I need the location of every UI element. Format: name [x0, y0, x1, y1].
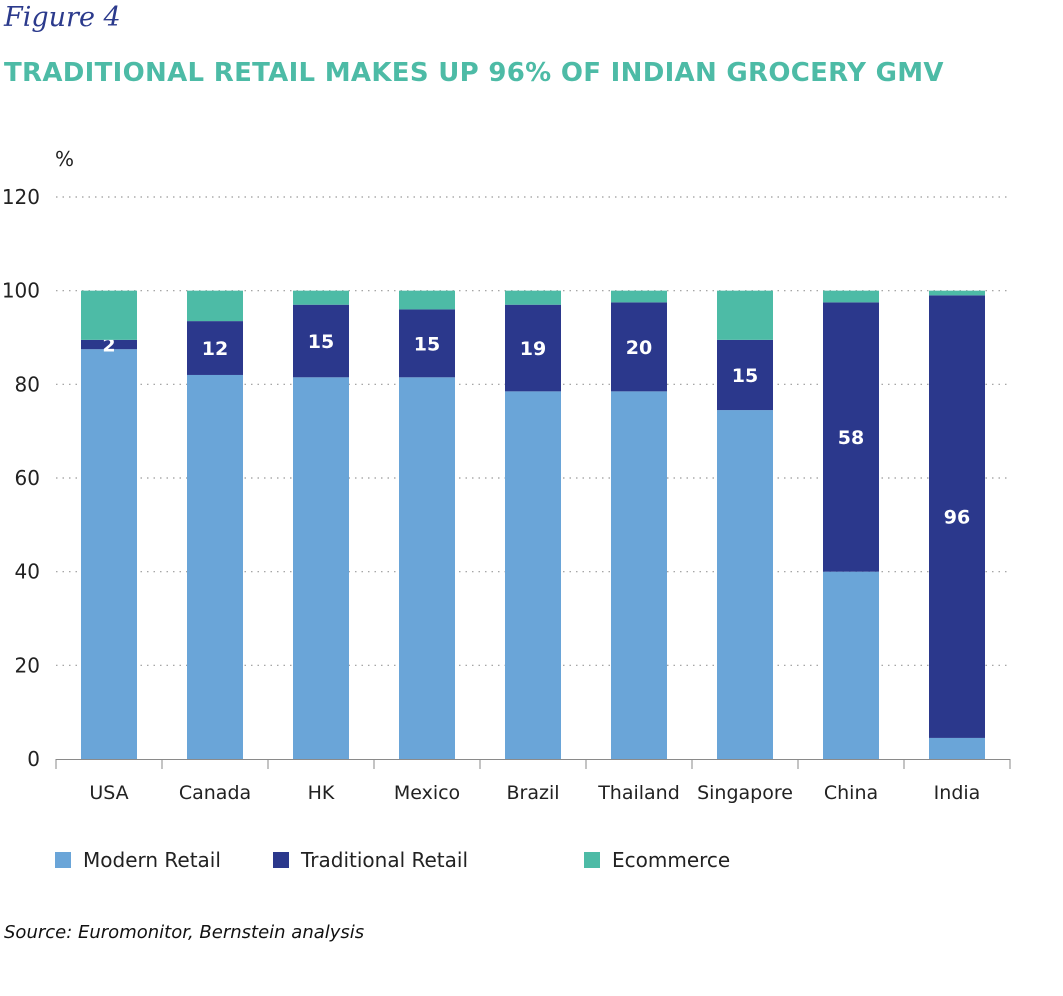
bar-mexico-modern	[399, 377, 455, 759]
bar-usa-ecommerce	[81, 290, 137, 340]
y-tick-label-0: 0	[27, 747, 40, 771]
data-label-brazil: 19	[520, 338, 546, 360]
y-tick-label-80: 80	[15, 372, 40, 396]
legend-swatch-traditional-retail	[273, 852, 289, 868]
bar-india-modern	[929, 737, 985, 759]
bar-hk-modern	[293, 377, 349, 759]
y-axis-unit-label: %	[55, 147, 74, 171]
stacked-bar-chart: % 0 20 40 60 80 100 120 2 USA 12 Canada 15 HK 15 Mexico…	[2, 147, 1011, 804]
data-label-usa: 2	[102, 335, 115, 357]
x-tick-label-brazil: Brazil	[506, 782, 559, 804]
bar-china-traditional	[823, 302, 879, 572]
bar-mexico-traditional	[399, 309, 455, 378]
data-label-canada: 12	[202, 338, 228, 360]
data-label-hk: 15	[308, 331, 334, 353]
bar-thailand-traditional	[611, 302, 667, 392]
y-tick-label-100: 100	[2, 279, 40, 303]
bar-hk-traditional	[293, 304, 349, 378]
y-tick-label-40: 40	[15, 560, 40, 584]
bar-canada-ecommerce	[187, 290, 243, 322]
legend-item-traditional-retail: Traditional Retail	[273, 848, 468, 872]
bar-thailand-ecommerce	[611, 290, 667, 303]
bar-brazil-ecommerce	[505, 290, 561, 305]
bar-singapore-ecommerce	[717, 290, 773, 340]
y-tick-label-60: 60	[15, 466, 40, 490]
legend-item-modern-retail: Modern Retail	[55, 848, 221, 872]
legend-label-ecommerce: Ecommerce	[612, 848, 731, 872]
bar-hk-ecommerce	[293, 290, 349, 305]
x-tick-label-usa: USA	[89, 782, 128, 804]
legend-swatch-modern-retail	[55, 852, 71, 868]
x-tick-label-hk: HK	[308, 782, 335, 804]
bar-canada-traditional	[187, 321, 243, 375]
x-tick-label-china: China	[824, 782, 878, 804]
y-tick-label-120: 120	[2, 185, 40, 209]
bar-china-ecommerce	[823, 290, 879, 303]
legend-label-modern-retail: Modern Retail	[83, 848, 221, 872]
bar-usa-traditional	[81, 339, 137, 350]
data-label-china: 58	[838, 427, 864, 449]
x-tick-label-canada: Canada	[179, 782, 251, 804]
data-label-singapore: 15	[732, 365, 758, 387]
x-tick-label-india: India	[934, 782, 981, 804]
legend-item-ecommerce: Ecommerce	[584, 848, 730, 872]
y-tick-label-20: 20	[15, 653, 40, 677]
source-note: Source: Euromonitor, Bernstein analysis	[4, 922, 365, 943]
bar-mexico-ecommerce	[399, 290, 455, 310]
x-tick-label-thailand: Thailand	[597, 782, 680, 804]
figure-label: Figure 4	[4, 2, 121, 33]
bar-india-traditional	[929, 295, 985, 738]
x-tick-label-singapore: Singapore	[697, 782, 793, 804]
chart-legend: Modern Retail Traditional Retail Ecommer…	[0, 848, 1063, 878]
bar-singapore-traditional	[717, 339, 773, 411]
data-label-mexico: 15	[414, 333, 440, 355]
x-tick-label-mexico: Mexico	[394, 782, 460, 804]
chart-title: TRADITIONAL RETAIL MAKES UP 96% OF INDIA…	[4, 58, 944, 88]
bar-singapore-modern	[717, 410, 773, 759]
bar-china-modern	[823, 571, 879, 759]
bar-canada-modern	[187, 374, 243, 759]
bar-thailand-modern	[611, 391, 667, 759]
data-label-thailand: 20	[626, 337, 652, 359]
bar-brazil-traditional	[505, 304, 561, 392]
bar-usa-modern	[81, 349, 137, 759]
bar-india-ecommerce	[929, 290, 985, 296]
bar-brazil-modern	[505, 391, 561, 759]
data-label-india: 96	[944, 507, 970, 529]
legend-swatch-ecommerce	[584, 852, 600, 868]
legend-label-traditional-retail: Traditional Retail	[301, 848, 469, 872]
